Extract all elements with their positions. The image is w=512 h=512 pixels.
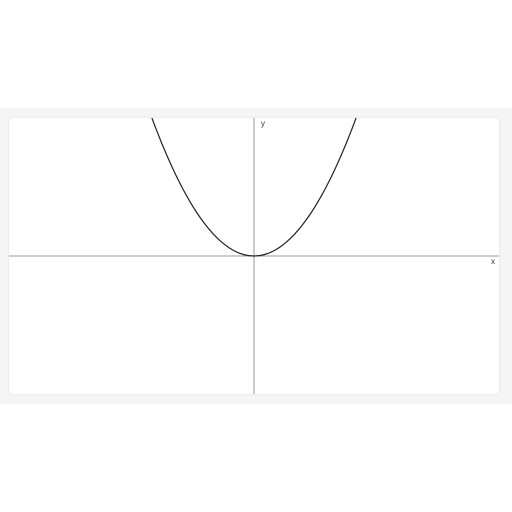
x-axis-label: x — [491, 257, 495, 266]
chart: xy — [9, 118, 499, 394]
y-axis-label: y — [261, 119, 265, 128]
curve — [151, 118, 357, 257]
